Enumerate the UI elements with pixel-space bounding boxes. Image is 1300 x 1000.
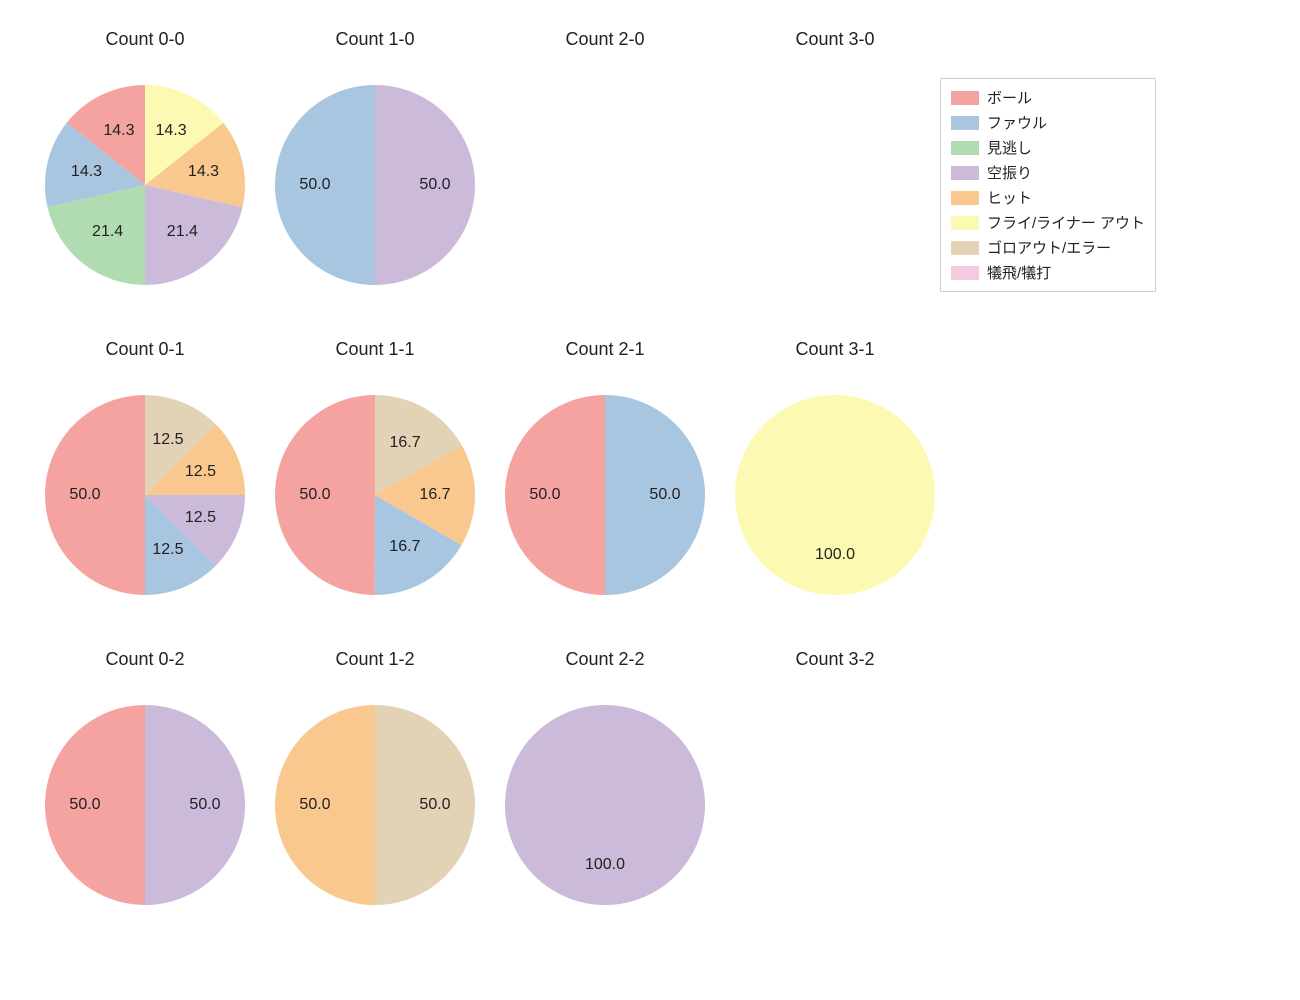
legend-item: 見逃し <box>951 135 1145 160</box>
legend-swatch <box>951 266 979 280</box>
pie-slice-label: 100.0 <box>815 546 855 564</box>
pie-slice-label: 100.0 <box>585 856 625 874</box>
legend-swatch <box>951 166 979 180</box>
legend-label: ファウル <box>987 112 1047 133</box>
pie-slice-label: 50.0 <box>189 796 220 814</box>
legend-label: ゴロアウト/エラー <box>987 237 1111 258</box>
pie-chart <box>30 15 260 325</box>
pie-slice-label: 16.7 <box>389 538 420 556</box>
pie-panel: Count 0-0 14.3 14.3 21.4 21.4 14.3 14.3 <box>30 15 260 325</box>
legend-swatch <box>951 241 979 255</box>
pie-slice <box>505 705 705 905</box>
pie-slice-label: 14.3 <box>103 122 134 140</box>
pie-panel: Count 3-1 100.0 <box>720 325 950 635</box>
pie-slice-label: 50.0 <box>299 486 330 504</box>
pie-chart <box>490 635 720 945</box>
pie-slice-label: 50.0 <box>69 486 100 504</box>
pie-slice-label: 50.0 <box>299 176 330 194</box>
legend-label: ボール <box>987 87 1032 108</box>
pie-panel: Count 2-2 100.0 <box>490 635 720 945</box>
legend-item: 犠飛/犠打 <box>951 260 1145 285</box>
pie-chart <box>30 325 260 635</box>
pie-slice-label: 16.7 <box>419 486 450 504</box>
legend: ボールファウル見逃し空振りヒットフライ/ライナー アウトゴロアウト/エラー犠飛/… <box>940 78 1156 292</box>
legend-item: ゴロアウト/エラー <box>951 235 1145 260</box>
panel-title: Count 2-0 <box>490 29 720 50</box>
pie-slice-label: 12.5 <box>185 509 216 527</box>
legend-label: 空振り <box>987 162 1032 183</box>
pie-panel: Count 2-1 50.0 50.0 <box>490 325 720 635</box>
legend-swatch <box>951 116 979 130</box>
legend-item: ヒット <box>951 185 1145 210</box>
pie-slice-label: 50.0 <box>299 796 330 814</box>
pie-chart <box>490 325 720 635</box>
legend-item: 空振り <box>951 160 1145 185</box>
legend-swatch <box>951 191 979 205</box>
pie-slice-label: 50.0 <box>649 486 680 504</box>
legend-item: ボール <box>951 85 1145 110</box>
panel-title: Count 0-0 <box>30 29 260 50</box>
panel-title: Count 0-1 <box>30 339 260 360</box>
pie-panel: Count 1-0 50.0 50.0 <box>260 15 490 325</box>
legend-item: フライ/ライナー アウト <box>951 210 1145 235</box>
panel-title: Count 3-2 <box>720 649 950 670</box>
pie-slice-label: 12.5 <box>185 463 216 481</box>
pie-slice-label: 21.4 <box>92 223 123 241</box>
pie-panel: Count 1-1 50.0 16.7 16.7 16.7 <box>260 325 490 635</box>
pie-chart <box>260 15 490 325</box>
pie-slice-label: 21.4 <box>167 223 198 241</box>
panel-title: Count 2-1 <box>490 339 720 360</box>
panel-title: Count 1-0 <box>260 29 490 50</box>
pie-panel: Count 1-2 50.0 50.0 <box>260 635 490 945</box>
legend-swatch <box>951 141 979 155</box>
panel-title: Count 3-0 <box>720 29 950 50</box>
legend-swatch <box>951 91 979 105</box>
pie-slice-label: 50.0 <box>69 796 100 814</box>
pie-chart <box>260 325 490 635</box>
panel-title: Count 0-2 <box>30 649 260 670</box>
legend-item: ファウル <box>951 110 1145 135</box>
pie-slice-label: 14.3 <box>188 163 219 181</box>
legend-label: フライ/ライナー アウト <box>987 212 1145 233</box>
pie-slice-label: 12.5 <box>152 431 183 449</box>
pie-panel: Count 2-0 <box>490 15 720 325</box>
legend-swatch <box>951 216 979 230</box>
pie-slice-label: 12.5 <box>152 541 183 559</box>
pie-slice-label: 50.0 <box>529 486 560 504</box>
pie-slice-label: 50.0 <box>419 796 450 814</box>
pie-slice-label: 16.7 <box>389 434 420 452</box>
pie-chart <box>30 635 260 945</box>
legend-label: 見逃し <box>987 137 1032 158</box>
pie-slice-label: 50.0 <box>419 176 450 194</box>
pie-panel: Count 0-150.012.512.512.512.5 <box>30 325 260 635</box>
pie-panel: Count 3-0 <box>720 15 950 325</box>
pie-chart <box>260 635 490 945</box>
panel-title: Count 3-1 <box>720 339 950 360</box>
panel-title: Count 2-2 <box>490 649 720 670</box>
legend-label: ヒット <box>987 187 1032 208</box>
pie-slice <box>735 395 935 595</box>
pie-chart <box>720 325 950 635</box>
chart-grid: Count 0-0 14.3 14.3 21.4 21.4 14.3 14.3 Count 1… <box>0 0 1300 1000</box>
pie-panel: Count 0-2 50.0 50.0 <box>30 635 260 945</box>
pie-panel: Count 3-2 <box>720 635 950 945</box>
panel-title: Count 1-1 <box>260 339 490 360</box>
pie-slice-label: 14.3 <box>155 122 186 140</box>
panel-title: Count 1-2 <box>260 649 490 670</box>
pie-slice-label: 14.3 <box>71 163 102 181</box>
legend-label: 犠飛/犠打 <box>987 262 1051 283</box>
